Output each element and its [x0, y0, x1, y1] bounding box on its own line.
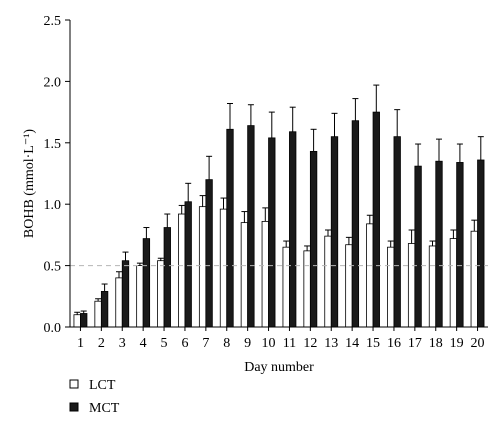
x-tick-label-20: 20 — [471, 336, 485, 351]
x-tick-label-7: 7 — [202, 336, 209, 351]
x-tick-label-6: 6 — [181, 336, 188, 351]
legend-swatch-lct — [69, 379, 79, 389]
bar-lct-19 — [449, 238, 458, 328]
y-tick-label-0.0: 0.0 — [44, 321, 62, 336]
bar-mct-13 — [330, 136, 339, 328]
bar-lct-4 — [136, 265, 144, 328]
y-tick-label-0.5: 0.5 — [44, 260, 62, 275]
bar-lct-11 — [282, 246, 290, 328]
bar-mct-7 — [205, 179, 213, 328]
x-tick-label-12: 12 — [303, 336, 317, 351]
x-tick-label-8: 8 — [223, 336, 230, 351]
x-tick-label-9: 9 — [244, 336, 251, 351]
bar-lct-3 — [115, 277, 123, 328]
bar-lct-16 — [387, 246, 395, 328]
bar-lct-10 — [261, 220, 269, 328]
bar-mct-8 — [226, 128, 234, 328]
bar-lct-13 — [324, 235, 332, 328]
y-tick-label-2.5: 2.5 — [44, 14, 62, 29]
x-tick-label-18: 18 — [429, 336, 443, 351]
bar-mct-14 — [351, 120, 360, 328]
legend: LCT MCT — [69, 378, 120, 416]
legend-label-lct: LCT — [89, 378, 116, 393]
bar-mct-19 — [456, 162, 464, 328]
y-tick-label-1.0: 1.0 — [44, 198, 62, 213]
bar-lct-1 — [73, 314, 81, 328]
x-tick-label-15: 15 — [366, 336, 380, 351]
bar-mct-18 — [435, 160, 443, 328]
bar-mct-15 — [372, 111, 380, 328]
x-tick-label-17: 17 — [408, 336, 422, 351]
x-tick-label-13: 13 — [324, 336, 338, 351]
legend-swatch-mct — [69, 402, 79, 412]
x-tick-label-10: 10 — [262, 336, 276, 351]
y-tick-label-1.5: 1.5 — [44, 137, 62, 152]
bar-lct-14 — [345, 244, 353, 328]
bar-mct-11 — [289, 131, 297, 328]
bar-mct-17 — [414, 165, 422, 328]
x-tick-label-3: 3 — [119, 336, 126, 351]
bar-lct-12 — [303, 250, 311, 328]
bar-mct-5 — [163, 227, 171, 328]
bar-lct-15 — [366, 223, 374, 328]
bar-lct-2 — [94, 300, 102, 328]
bar-lct-7 — [198, 206, 207, 328]
x-tick-label-1: 1 — [77, 336, 84, 351]
bar-mct-3 — [121, 260, 130, 328]
bar-mct-9 — [247, 125, 255, 328]
bar-mct-6 — [184, 201, 192, 328]
bars-layer — [73, 84, 485, 328]
y-tick-label-2.0: 2.0 — [44, 75, 62, 90]
x-tick-label-19: 19 — [450, 336, 464, 351]
x-tick-label-14: 14 — [345, 336, 359, 351]
bar-lct-9 — [240, 222, 249, 328]
bar-lct-18 — [428, 245, 437, 328]
bar-lct-6 — [178, 213, 186, 328]
x-tick-label-2: 2 — [98, 336, 105, 351]
bar-mct-12 — [309, 150, 318, 328]
bar-mct-1 — [80, 313, 88, 328]
bar-mct-2 — [100, 290, 109, 328]
legend-label-mct: MCT — [89, 401, 120, 416]
bar-lct-8 — [219, 208, 228, 328]
x-tick-label-11: 11 — [283, 336, 296, 351]
y-axis-title: BOHB (mmol·L⁻¹) — [22, 129, 37, 239]
x-tick-label-4: 4 — [140, 336, 147, 351]
x-tick-label-16: 16 — [387, 336, 401, 351]
bar-lct-17 — [407, 243, 416, 328]
bar-lct-5 — [157, 260, 165, 328]
x-axis-title: Day number — [244, 360, 314, 375]
bar-mct-16 — [393, 136, 401, 328]
x-tick-label-5: 5 — [161, 336, 168, 351]
axes-layer: 0.00.51.01.52.02.51 2 3 4 5 6 7 8 9 10 11 12 13 14 15 1… — [44, 14, 488, 351]
bar-mct-20 — [477, 159, 485, 328]
bar-mct-10 — [268, 137, 276, 328]
bar-lct-20 — [470, 230, 478, 328]
bar-mct-4 — [142, 238, 151, 328]
